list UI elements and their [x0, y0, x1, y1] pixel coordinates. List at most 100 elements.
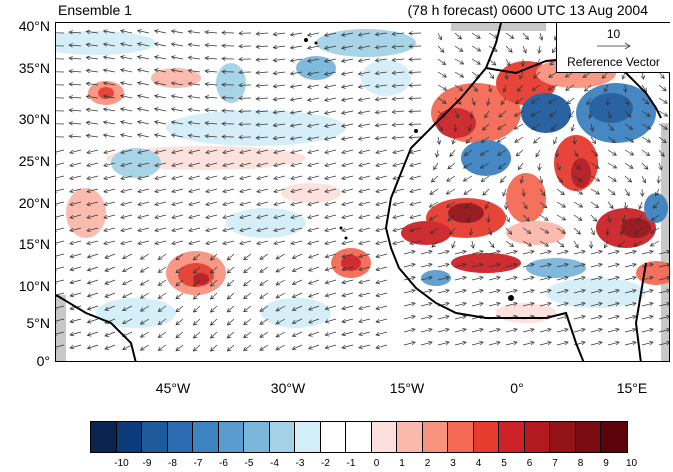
- colorbar-label: -5: [245, 458, 254, 469]
- wind-vector: [409, 124, 421, 125]
- colorbar-label: -8: [168, 458, 177, 469]
- wind-vector-head: [629, 165, 633, 169]
- lon-label: 15°E: [602, 380, 662, 396]
- wind-vector-head: [490, 75, 494, 79]
- wind-vector: [56, 163, 64, 166]
- wind-vector-head: [430, 191, 434, 195]
- colorbar-label: 9: [603, 458, 609, 469]
- colorbar-cell: [423, 422, 449, 452]
- wind-vector-head: [544, 217, 548, 221]
- lon-label: 30°W: [258, 380, 318, 396]
- lat-label: 5°N: [4, 315, 50, 331]
- lat-label: 25°N: [4, 153, 50, 169]
- colorbar-cell: [117, 422, 143, 452]
- reference-arrow-icon: [596, 42, 632, 50]
- colorbar-label: -3: [296, 458, 305, 469]
- wind-vector: [56, 228, 64, 231]
- plot-title-right: (78 h forecast) 0600 UTC 13 Aug 2004: [408, 2, 648, 18]
- wind-vector: [56, 189, 64, 192]
- colorbar-cell: [499, 422, 525, 452]
- wind-vector: [409, 111, 421, 112]
- wind-vector-head: [260, 334, 264, 338]
- colorbar-label: 4: [476, 458, 482, 469]
- reference-vector-label: Reference Vector: [557, 55, 670, 69]
- colorbar-cell: [193, 422, 219, 452]
- wind-vector: [409, 72, 421, 73]
- wind-vector: [56, 176, 64, 179]
- wind-vector-head: [260, 321, 264, 325]
- colorbar: [90, 421, 628, 453]
- wind-vector-head: [260, 347, 264, 351]
- colorbar-label: 1: [399, 458, 405, 469]
- colorbar-cell: [525, 422, 551, 452]
- wind-vector-head: [515, 139, 519, 143]
- colorbar-cell: [244, 422, 270, 452]
- wind-vector: [56, 254, 64, 257]
- colorbar-label: 3: [450, 458, 456, 469]
- lon-label: 45°W: [143, 380, 203, 396]
- lat-label: 20°N: [4, 195, 50, 211]
- colorbar-label: -6: [219, 458, 228, 469]
- colorbar-cell: [372, 422, 398, 452]
- colorbar-cell: [346, 422, 372, 452]
- wind-vector-head: [260, 282, 264, 286]
- colorbar-cell: [142, 422, 168, 452]
- lat-label: 40°N: [4, 18, 50, 34]
- colorbar-cell: [550, 422, 576, 452]
- reference-vector-box: 10 Reference Vector: [556, 23, 670, 73]
- colorbar-cell: [321, 422, 347, 452]
- colorbar-cell: [219, 422, 245, 452]
- map-canvas: [56, 23, 670, 362]
- colorbar-label: -4: [270, 458, 279, 469]
- wind-vector: [56, 215, 64, 218]
- wind-vector: [409, 98, 421, 99]
- wind-vector: [56, 150, 64, 153]
- colorbar-label: 2: [425, 458, 431, 469]
- lon-label: 15°W: [377, 380, 437, 396]
- missing-data-area: [56, 295, 66, 362]
- forecast-map: [55, 22, 670, 362]
- wind-vector-head: [260, 269, 264, 273]
- reference-vector-value: 10: [557, 27, 670, 41]
- wind-vector-head: [592, 140, 596, 144]
- colorbar-cell: [91, 422, 117, 452]
- colorbar-label: -10: [114, 458, 128, 469]
- wind-vector: [409, 85, 421, 86]
- colorbar-label: 0: [374, 458, 380, 469]
- wind-vector: [409, 137, 421, 138]
- wind-vector: [409, 46, 421, 47]
- lat-label: 15°N: [4, 236, 50, 252]
- colorbar-cell: [397, 422, 423, 452]
- colorbar-cell: [601, 422, 627, 452]
- colorbar-cell: [448, 422, 474, 452]
- colorbar-cell: [474, 422, 500, 452]
- lat-label: 35°N: [4, 60, 50, 76]
- colorbar-label: -2: [321, 458, 330, 469]
- wind-vector: [56, 267, 64, 270]
- wind-vector-head: [626, 192, 630, 196]
- plot-title-left: Ensemble 1: [58, 2, 132, 18]
- wind-vector: [56, 241, 64, 244]
- wind-vector-head: [459, 48, 463, 52]
- wind-vector-head: [260, 295, 264, 299]
- colorbar-label: 8: [578, 458, 584, 469]
- colorbar-label: -1: [347, 458, 356, 469]
- wind-vector-head: [464, 191, 468, 195]
- colorbar-cell: [168, 422, 194, 452]
- colorbar-label: 10: [626, 458, 637, 469]
- lat-label: 10°N: [4, 278, 50, 294]
- wind-vector-head: [260, 256, 264, 259]
- wind-vector-head: [434, 166, 438, 170]
- colorbar-label: 7: [552, 458, 558, 469]
- lon-label: 0°: [487, 380, 547, 396]
- wind-vector: [409, 33, 421, 34]
- colorbar-cell: [295, 422, 321, 452]
- colorbar-cell: [270, 422, 296, 452]
- wind-vector: [56, 280, 64, 283]
- colorbar-label: -7: [194, 458, 203, 469]
- lat-label: 0°: [4, 353, 50, 369]
- wind-vector: [56, 202, 64, 205]
- wind-vector: [409, 59, 421, 60]
- colorbar-label: 5: [501, 458, 507, 469]
